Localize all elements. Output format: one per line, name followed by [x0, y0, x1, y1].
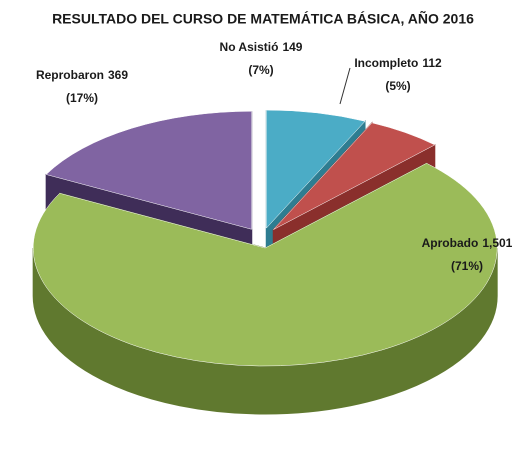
data-label: Aprobado 1,501 [422, 236, 513, 250]
percent-label: (7%) [248, 63, 273, 77]
value-label: 112 [422, 56, 442, 70]
chart-title: RESULTADO DEL CURSO DE MATEMÁTICA BÁSICA… [52, 10, 474, 27]
category-name: Aprobado [422, 236, 479, 250]
slice [45, 111, 252, 230]
labels: No Asistió 149 (7%) Incompleto 112 (5%) Aproba… [36, 40, 513, 273]
percent-label: (17%) [66, 91, 98, 105]
category-name: Reprobaron [36, 68, 104, 82]
leader-line [339, 67, 351, 105]
slice [266, 109, 366, 229]
slice [273, 122, 436, 230]
value-label: 369 [108, 68, 128, 82]
value-label: 1,501 [482, 236, 512, 250]
category-name: No Asistió [220, 40, 279, 54]
slice [32, 163, 498, 367]
category-name: Incompleto [354, 56, 418, 70]
pie-tops [32, 109, 498, 367]
percent-label: (5%) [385, 79, 410, 93]
data-label: No Asistió 149 [220, 40, 303, 54]
percent-label: (71%) [451, 259, 483, 273]
value-label: 149 [282, 40, 302, 54]
data-label: Reprobaron 369 [36, 68, 128, 82]
data-label: Incompleto 112 [354, 56, 442, 70]
